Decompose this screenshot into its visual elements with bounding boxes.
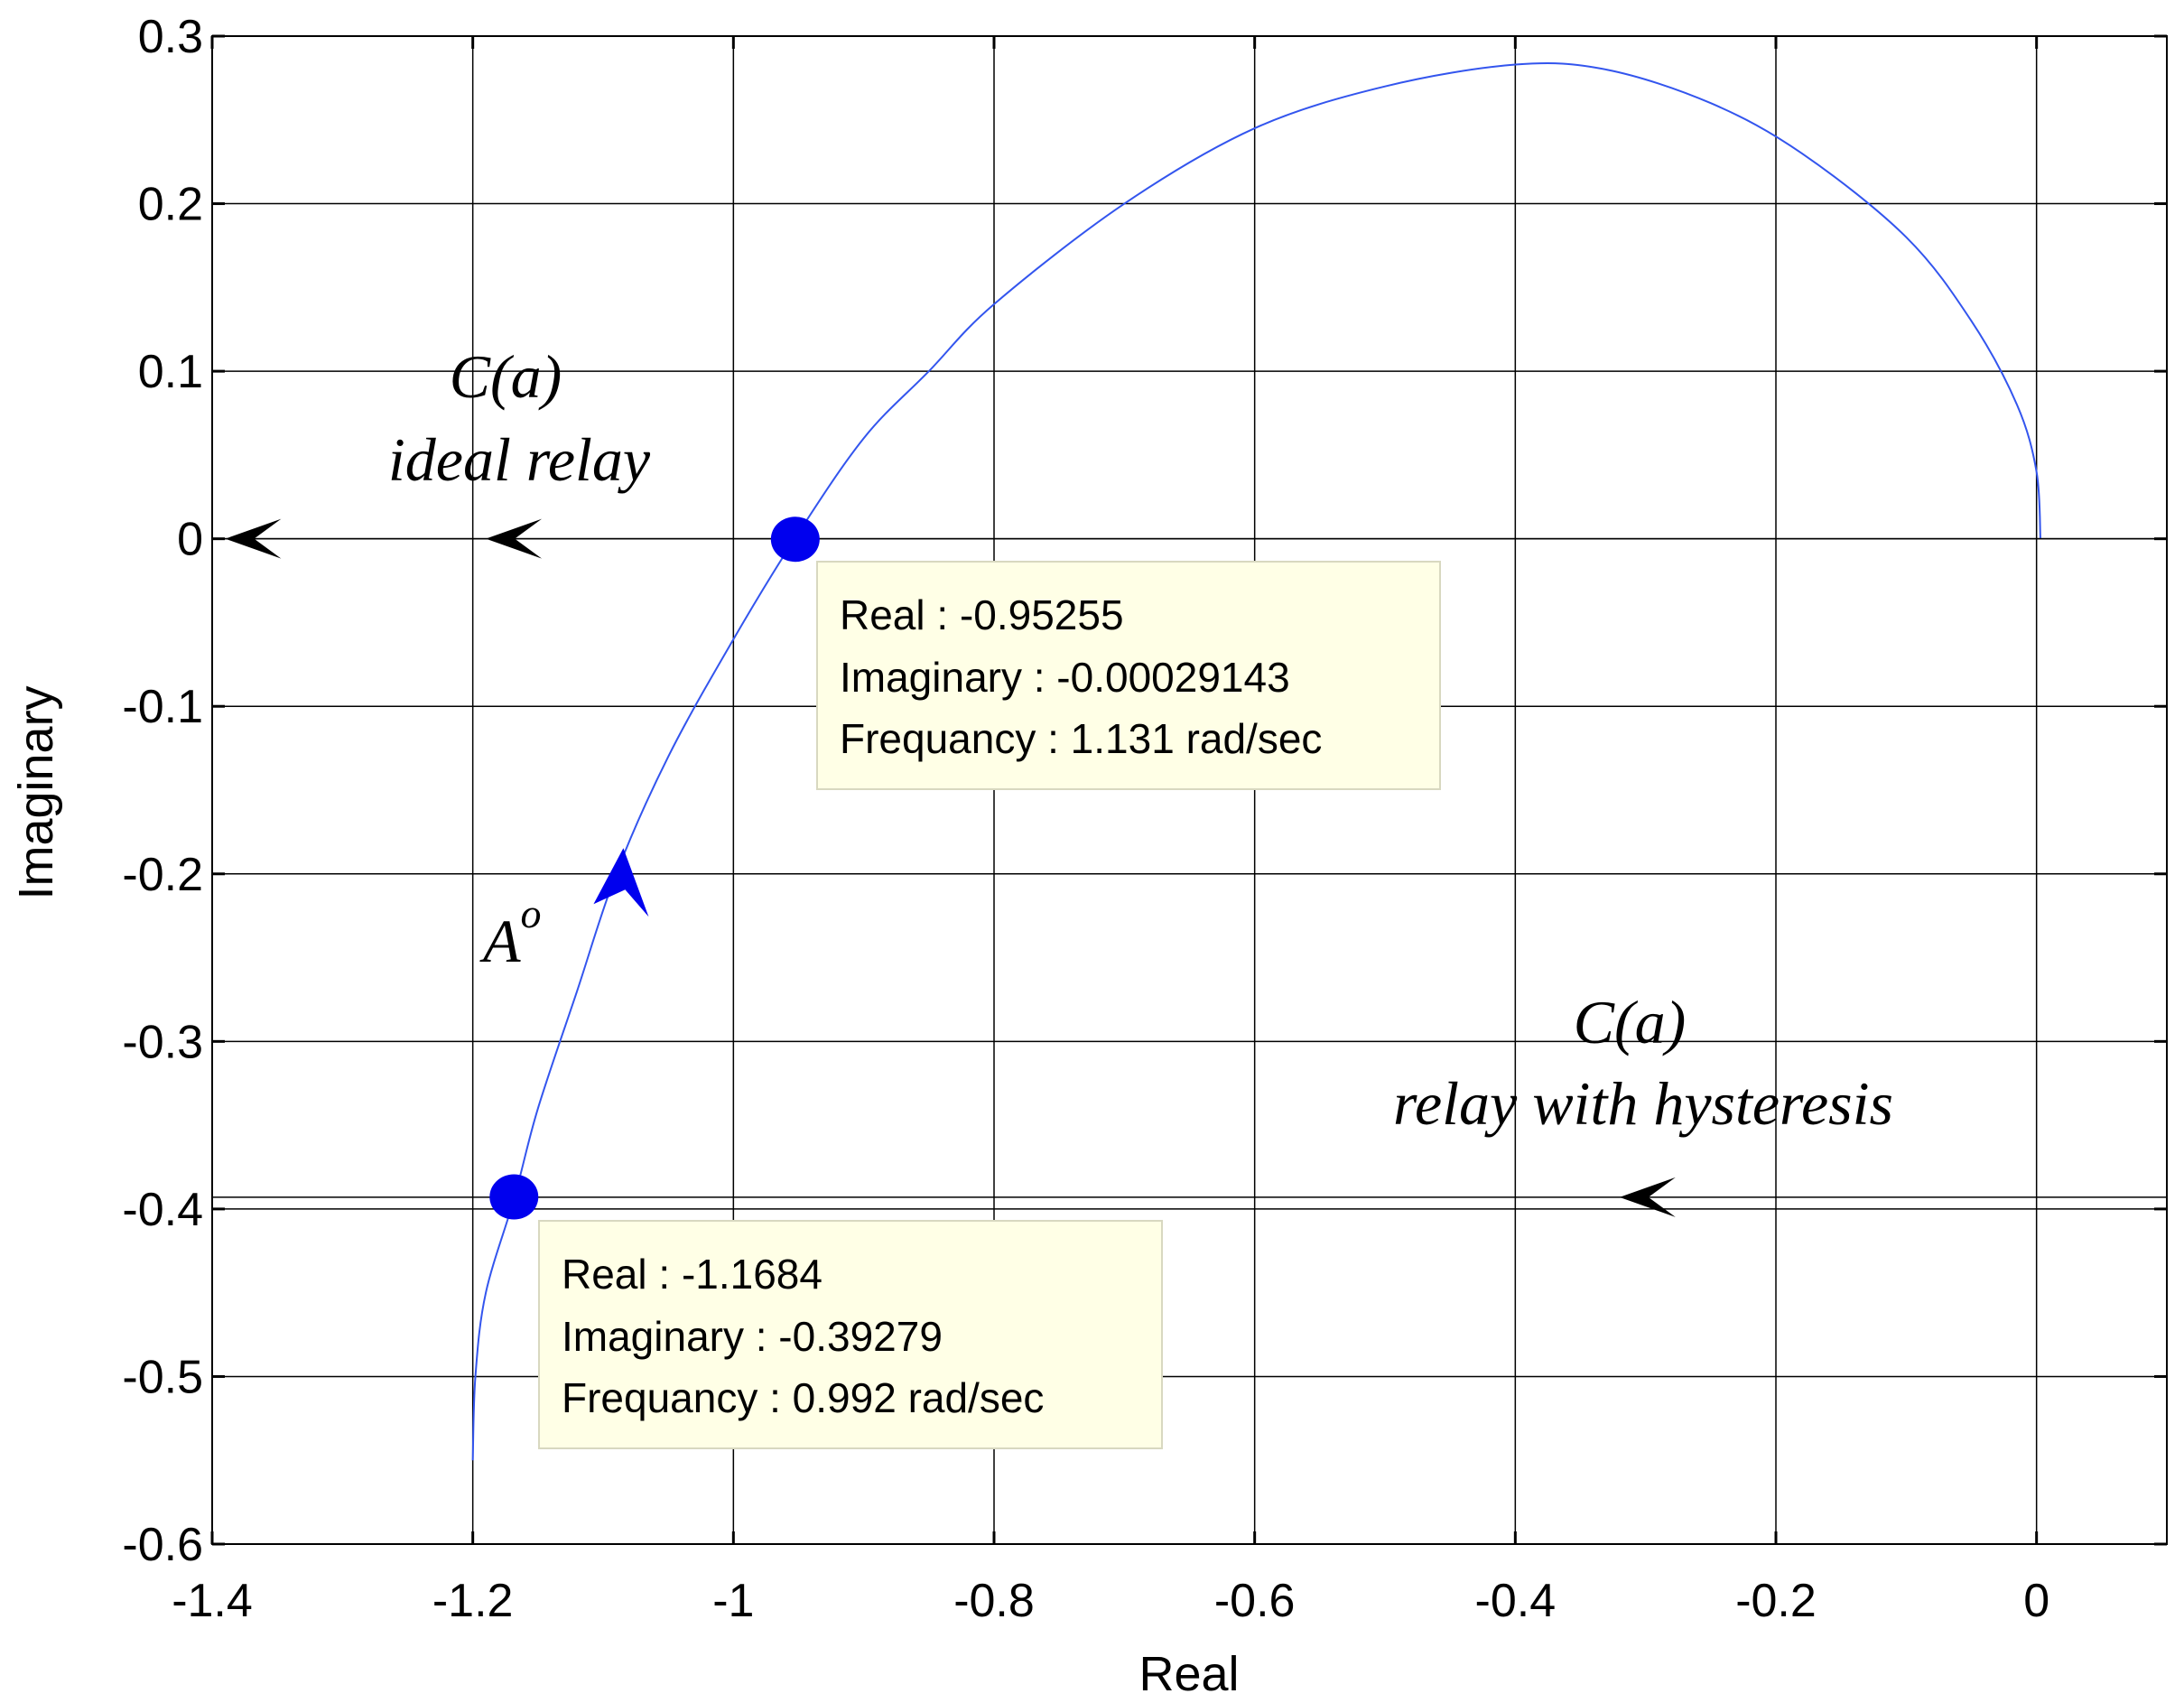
y-tick-label: -0.4 (122, 1184, 203, 1236)
datatip-1-box (816, 561, 1441, 790)
y-tick-label: -0.3 (122, 1016, 203, 1068)
grid-lines (211, 35, 2167, 1545)
arrow-left (1619, 1177, 1676, 1217)
hysteresis-label-line2: relay with hysteresis (1393, 1069, 1893, 1138)
x-tick-label: -1.4 (172, 1575, 253, 1627)
datatip-1-real: Real : -0.95255 (840, 591, 1124, 638)
arrow-head (486, 518, 543, 559)
arrows-layer (225, 518, 1676, 1217)
datatip-1-imaginary: Imaginary : -0.00029143 (840, 654, 1290, 701)
a-label-superscript: o (521, 890, 542, 936)
arrow-head (225, 518, 282, 559)
arrow-head (1619, 1177, 1676, 1217)
ideal-relay-label-line1: C(a) (450, 342, 562, 411)
y-tick-labels: 0.3 0.2 0.1 0 -0.1 -0.2 -0.3 -0.4 -0.5 -0.6 (122, 11, 203, 1571)
arrow-left (486, 518, 543, 559)
x-tick-label: -0.4 (1475, 1575, 1557, 1627)
datatip-2: Real : -1.1684 Imaginary : -0.39279 Freq… (538, 1220, 1163, 1449)
y-tick-label: -0.2 (122, 849, 203, 901)
datatip-2-box (538, 1220, 1163, 1449)
datatip-1: Real : -0.95255 Imaginary : -0.00029143 … (816, 561, 1441, 790)
arrow-up (593, 848, 649, 917)
x-tick-label: -0.6 (1214, 1575, 1296, 1627)
x-tick-label: -0.8 (953, 1575, 1035, 1627)
y-tick-label: 0.3 (138, 11, 203, 63)
data-marker-1 (770, 516, 820, 563)
datatip-1-frequency: Frequancy : 1.131 rad/sec (840, 715, 1322, 762)
hysteresis-label-line1: C(a) (1574, 988, 1687, 1056)
y-tick-label: 0.1 (138, 346, 203, 398)
y-tick-label: 0 (177, 514, 203, 566)
y-tick-label: -0.1 (122, 681, 203, 733)
y-tick-label: 0.2 (138, 179, 203, 231)
x-tick-label: -1.2 (432, 1575, 514, 1627)
arrow-left (225, 518, 282, 559)
x-tick-label: 0 (2023, 1575, 2049, 1627)
series-line-1 (471, 62, 2041, 1461)
x-tick-label: -1 (712, 1575, 754, 1627)
datatip-2-frequency: Frequancy : 0.992 rad/sec (562, 1374, 1044, 1421)
y-tick-label: -0.5 (122, 1351, 203, 1403)
datatip-2-real: Real : -1.1684 (562, 1251, 822, 1298)
a-label-main: A (479, 907, 521, 975)
ideal-relay-label-line2: ideal relay (388, 425, 651, 494)
a-label: Ao (479, 890, 542, 975)
x-axis-label: Real (1138, 1647, 1239, 1701)
x-tick-labels: -1.4 -1.2 -1 -0.8 -0.6 -0.4 -0.2 0 (172, 1575, 2049, 1627)
data-marker-2 (489, 1174, 539, 1220)
datatip-2-imaginary: Imaginary : -0.39279 (562, 1313, 943, 1360)
markers-layer (489, 516, 820, 1220)
arrow-head (593, 848, 649, 917)
y-tick-label: -0.6 (122, 1519, 203, 1571)
x-tick-label: -0.2 (1735, 1575, 1817, 1627)
y-axis-label: Imaginary (9, 685, 63, 899)
